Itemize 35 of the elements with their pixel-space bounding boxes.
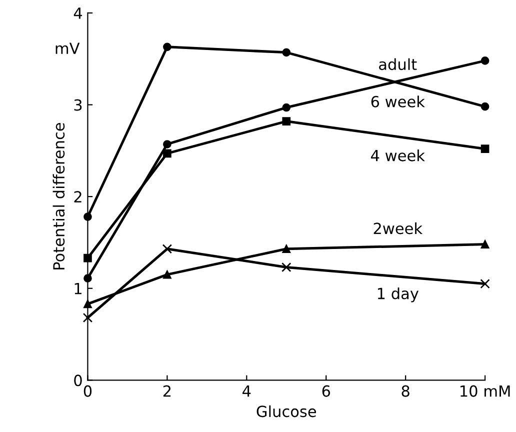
series-label: 1 day [378,287,419,302]
point [163,140,172,148]
y-axis-title: Potential difference [52,123,65,270]
point [282,48,291,57]
x-tick-label: 10 mM [460,385,510,397]
point [163,270,172,279]
x-tick-label: 0 [84,385,92,397]
point [82,312,93,323]
x-tick-label: 8 [402,385,410,397]
point [480,278,490,289]
x-tick-label: 2 [163,385,171,397]
x-axis-title: Glucose [256,405,316,418]
point [480,144,490,153]
text: mV [56,42,80,54]
y-tick-label: 4 [74,8,82,19]
y-tick-label: 1 [74,283,82,294]
point [282,117,291,126]
point [163,149,172,158]
series-label: 6 week [371,96,425,108]
x-tick-label: 4 [242,385,251,397]
point [480,102,490,111]
point [282,262,292,272]
series-label: adult [379,58,417,70]
y-tick-label: 0 [74,374,82,386]
point [480,56,490,65]
point [282,103,291,112]
point [480,240,490,248]
series-label: 4 week [371,150,425,162]
point [162,244,172,254]
point [282,244,291,254]
point [163,42,172,52]
series-label: 2week [374,222,423,234]
y-tick-label: 3 [74,99,82,111]
x-tick-label: 6 [322,385,330,397]
y-tick-label: 2 [74,191,82,202]
